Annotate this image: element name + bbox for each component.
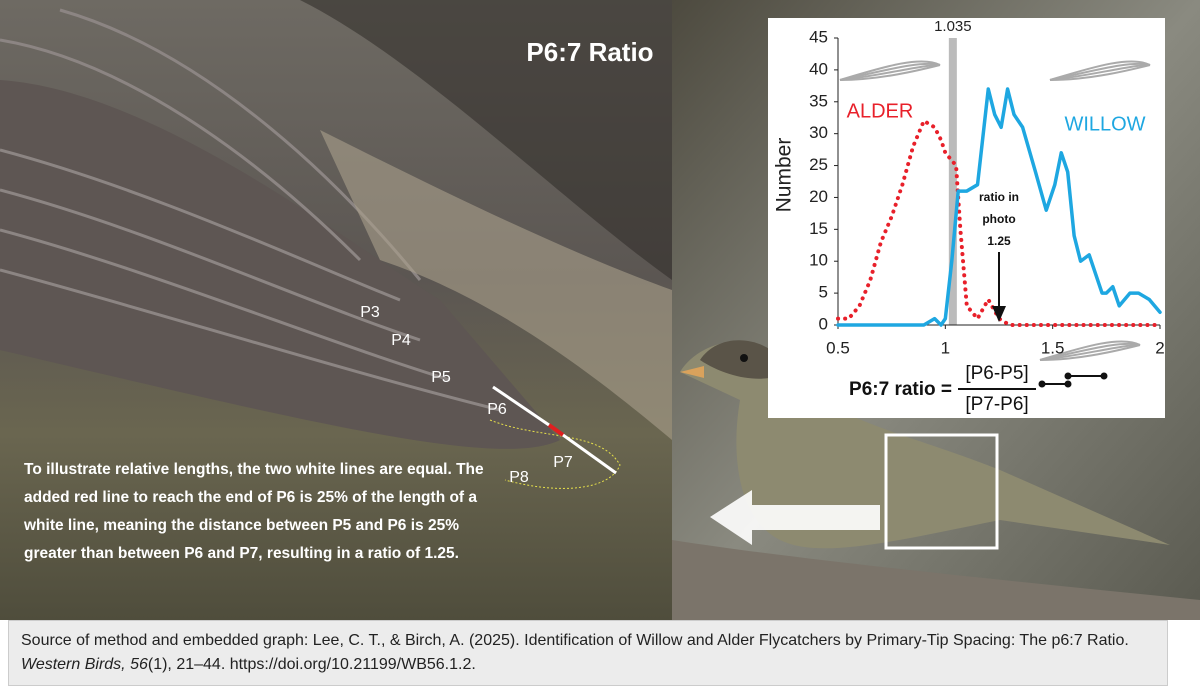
bird-bill (680, 366, 704, 378)
formula-left: P6:7 ratio = (849, 379, 952, 400)
formula-dot (1064, 372, 1072, 380)
covert (320, 130, 672, 440)
title: P6:7 Ratio (526, 37, 653, 67)
wing-icon (1039, 344, 1141, 361)
caption-journal: Western Birds, 56 (21, 656, 148, 673)
caption: Source of method and embedded graph: Lee… (8, 620, 1168, 686)
white-line (562, 433, 617, 475)
y-tick-label: 5 (819, 283, 828, 302)
threshold-band (948, 38, 957, 325)
wing-icon (839, 60, 941, 81)
caption-text: (1), 21–44. https://doi.org/10.21199/WB5… (147, 656, 476, 673)
wing-icon (1049, 60, 1151, 81)
series-line (836, 87, 1162, 327)
x-tick-label: 2 (1155, 338, 1164, 357)
feather-edges (0, 8, 501, 412)
feather-label: P4 (391, 332, 411, 349)
series-label: WILLOW (1064, 113, 1145, 135)
feather-label: P6 (487, 401, 507, 418)
y-tick-label: 40 (809, 59, 828, 78)
caption-text: Source of method and embedded graph: Lee… (21, 632, 1129, 649)
p7-outline (489, 419, 621, 489)
bird-eye (740, 354, 748, 362)
feather-label: P7 (553, 454, 573, 471)
arrow (710, 490, 880, 545)
white-line (492, 385, 550, 427)
y-tick-label: 25 (809, 155, 828, 174)
wing-icon (1039, 340, 1141, 361)
formula-dot (1100, 372, 1108, 380)
marker-value: 1.25 (987, 234, 1011, 248)
x-tick-label: 1 (941, 338, 950, 357)
series-line (836, 118, 1162, 327)
wing-icon (1049, 62, 1151, 81)
y-tick-label: 20 (809, 187, 828, 206)
feather-label: P5 (431, 369, 451, 386)
formula-numerator: [P6-P5] (965, 363, 1028, 384)
y-tick-label: 10 (809, 251, 828, 270)
formula-dot (1064, 380, 1072, 388)
marker-label: photo (982, 212, 1015, 226)
wing-icon (1049, 64, 1151, 81)
explanation: To illustrate relative lengths, the two … (24, 461, 484, 562)
wing-shadow (0, 0, 672, 280)
y-tick-label: 45 (809, 27, 828, 46)
wing-icon (1039, 342, 1141, 361)
focus-box (884, 433, 999, 550)
wing-icon (1039, 344, 1141, 361)
red-line (547, 423, 565, 437)
formula-denominator: [P7-P6] (965, 394, 1028, 415)
wing-icon (839, 64, 941, 81)
y-tick-label: 15 (809, 219, 828, 238)
marker-arrowhead (992, 306, 1006, 322)
branch (672, 540, 1200, 620)
wing-icon (839, 64, 941, 81)
feather-label: P3 (360, 304, 380, 321)
y-tick-label: 35 (809, 91, 828, 110)
y-axis-label: Number (773, 138, 796, 213)
wing-icon (1049, 64, 1151, 81)
threshold-label: 1.035 (934, 18, 972, 35)
series-label: ALDER (847, 100, 914, 122)
formula-dot (1038, 380, 1046, 388)
feathers (0, 80, 560, 449)
y-tick-label: 30 (809, 123, 828, 142)
x-tick-label: 1.5 (1041, 338, 1065, 357)
formula-icon (1042, 375, 1104, 385)
y-tick-label: 0 (819, 314, 828, 333)
marker-label: ratio in (979, 190, 1019, 204)
x-tick-label: 0.5 (826, 338, 850, 357)
wing-icon (839, 62, 941, 81)
feather-label: P8 (509, 469, 529, 486)
